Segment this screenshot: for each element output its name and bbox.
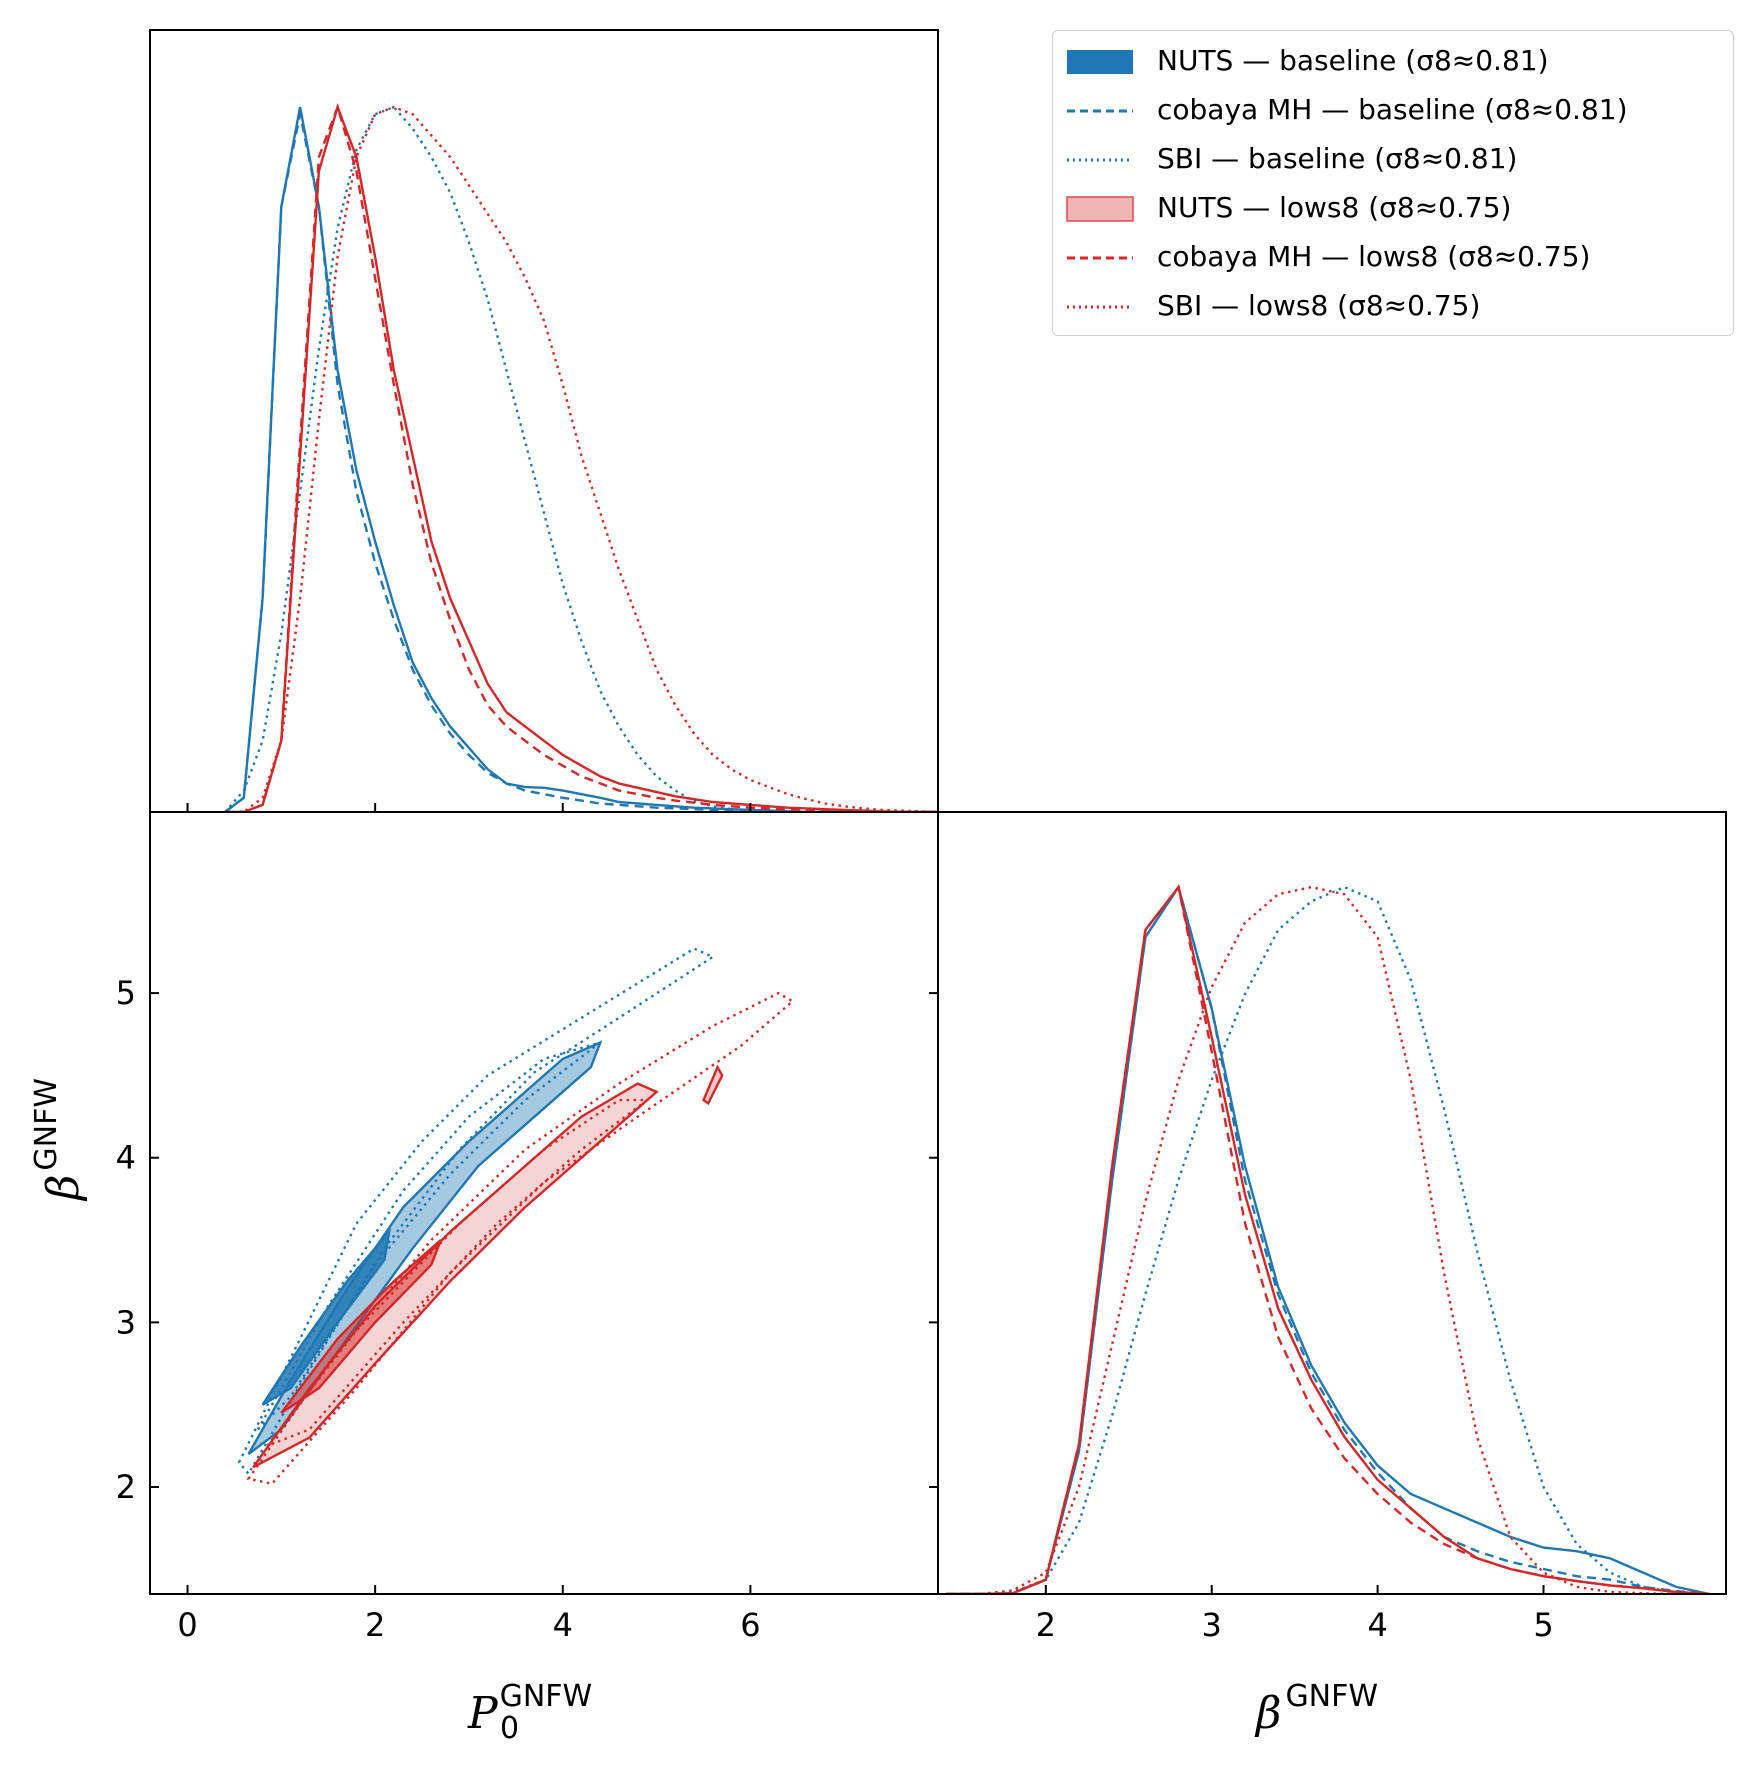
p0-tick-label: 0 [177, 1606, 197, 1644]
legend-entry: NUTS — lows8 (σ8≈0.75) [1053, 184, 1733, 233]
legend-swatch-nuts-baseline [1067, 50, 1133, 74]
legend-entry: NUTS — baseline (σ8≈0.81) [1053, 37, 1733, 86]
beta-x-tick-label: 5 [1533, 1606, 1553, 1644]
legend-entry: SBI — lows8 (σ8≈0.75) [1053, 282, 1733, 331]
contour-7 [280, 1239, 442, 1414]
density-curve-2 [224, 105, 938, 812]
density-curve-5 [946, 885, 1710, 1594]
density-curve-4 [225, 103, 938, 812]
contour-3 [261, 1227, 392, 1406]
contour-0 [237, 947, 716, 1476]
legend-swatch-cobaya-lows8 [1067, 256, 1133, 260]
legend-label: SBI — lows8 (σ8≈0.75) [1157, 289, 1481, 322]
p0-tick-label: 4 [553, 1606, 573, 1644]
beta-marginal-frame [937, 811, 1727, 1595]
legend-label: NUTS — lows8 (σ8≈0.75) [1157, 191, 1512, 224]
density-curve-0 [224, 106, 938, 812]
beta-x-tick-label: 3 [1202, 1606, 1222, 1644]
beta-y-tick-label: 2 [116, 1468, 136, 1506]
density-curve-0 [946, 884, 1710, 1594]
y-axis-label-beta: βGNFW [29, 1078, 89, 1202]
contour-6 [252, 1082, 659, 1469]
p0-marginal-frame [149, 29, 939, 813]
joint-posterior-panel [237, 947, 795, 1486]
legend-label: SBI — baseline (σ8≈0.81) [1157, 142, 1518, 175]
density-curve-1 [946, 884, 1710, 1594]
legend: NUTS — baseline (σ8≈0.81) cobaya MH — ba… [1052, 30, 1734, 336]
density-curve-3 [946, 884, 1710, 1594]
x-axis-label-p0: PGNFW [467, 1679, 592, 1739]
x-axis-label-p0-subscript: 0 [500, 1711, 519, 1746]
beta-x-tick-label: 4 [1367, 1606, 1387, 1644]
legend-label: cobaya MH — baseline (σ8≈0.81) [1157, 93, 1628, 126]
x-axis-label-beta: β GNFW [1254, 1679, 1378, 1739]
legend-swatch-cobaya-baseline [1067, 109, 1133, 113]
legend-swatch-sbi-baseline [1067, 158, 1133, 162]
density-curve-2 [946, 885, 1710, 1594]
legend-label: cobaya MH — lows8 (σ8≈0.75) [1157, 240, 1591, 273]
legend-swatch-sbi-lows8 [1067, 305, 1133, 309]
beta-y-tick-label: 4 [116, 1139, 136, 1177]
density-curve-4 [946, 884, 1710, 1594]
legend-entry: cobaya MH — lows8 (σ8≈0.75) [1053, 233, 1733, 282]
density-curve-3 [225, 103, 938, 812]
p0-tick-label: 6 [740, 1606, 760, 1644]
contour-8 [702, 1064, 724, 1106]
beta-marginal-panel [946, 884, 1710, 1594]
density-curve-1 [224, 113, 938, 812]
joint-panel-frame [149, 811, 939, 1595]
p0-marginal-panel [224, 103, 938, 812]
beta-y-tick-label: 3 [116, 1303, 136, 1341]
legend-swatch-nuts-lows8 [1066, 196, 1134, 222]
p0-tick-label: 2 [365, 1606, 385, 1644]
legend-label: NUTS — baseline (σ8≈0.81) [1157, 44, 1549, 77]
beta-x-tick-label: 2 [1036, 1606, 1056, 1644]
axis-ticks: 0 2 4 6 2 2 3 3 4 4 5 5 [116, 803, 1554, 1644]
legend-entry: cobaya MH — baseline (σ8≈0.81) [1053, 86, 1733, 135]
beta-y-tick-label: 5 [116, 974, 136, 1012]
legend-entry: SBI — baseline (σ8≈0.81) [1053, 135, 1733, 184]
density-curve-5 [225, 105, 938, 812]
